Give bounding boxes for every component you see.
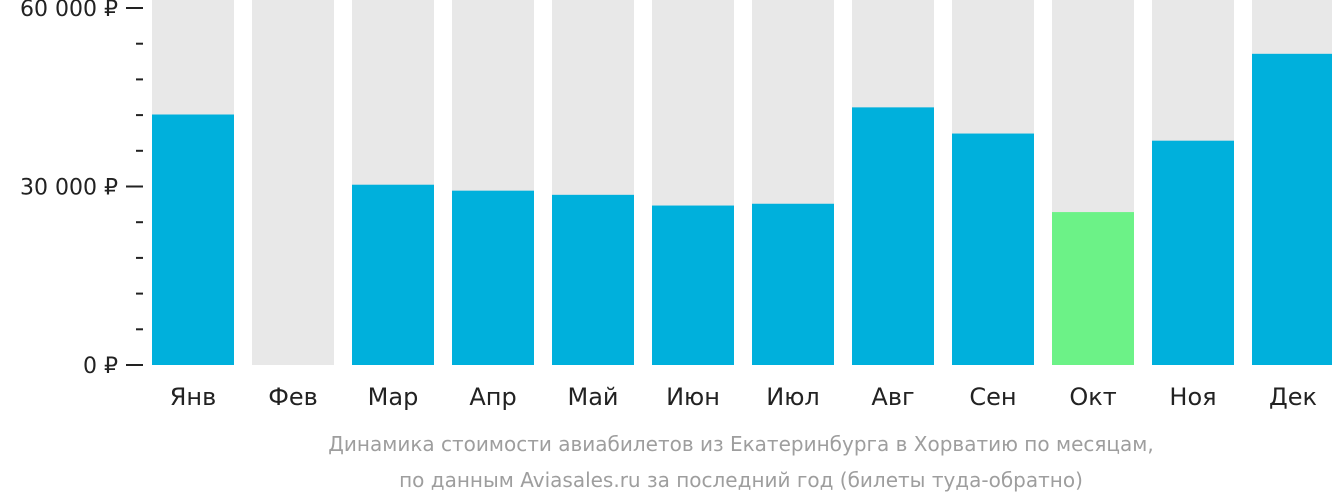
bar [452,190,534,365]
bar [1152,140,1234,365]
x-category-label: Ноя [1169,383,1216,411]
x-category-label: Сен [969,383,1016,411]
bar [352,184,434,365]
y-tick-label: 60 000 ₽ [20,0,118,22]
bar [952,133,1034,365]
bar-background [252,0,334,365]
x-category-label: Фев [268,383,318,411]
x-category-label: Дек [1269,383,1317,411]
bar [152,114,234,365]
chart-caption-line-2: по данным Aviasales.ru за последний год … [399,468,1083,492]
bar [552,194,634,365]
x-category-label: Май [567,383,618,411]
bar [752,203,834,365]
x-category-label: Мар [368,383,419,411]
x-category-label: Янв [170,383,217,411]
x-category-label: Апр [469,383,516,411]
y-tick-label: 0 ₽ [83,354,118,379]
y-tick-label: 30 000 ₽ [20,176,118,201]
bar [1252,53,1332,365]
price-chart: 0 ₽ 30 000 ₽ 60 000 ₽ Янв Фев Мар Апр Май Июн Июл… [20,0,1332,411]
x-category-label: Авг [871,383,914,411]
x-category-label: Июн [666,383,720,411]
bar [1052,212,1134,365]
x-category-label: Июл [766,383,820,411]
bar [652,205,734,365]
chart-caption-line-1: Динамика стоимости авиабилетов из Екатер… [328,432,1154,456]
x-category-label: Окт [1069,383,1116,411]
bar [852,107,934,366]
